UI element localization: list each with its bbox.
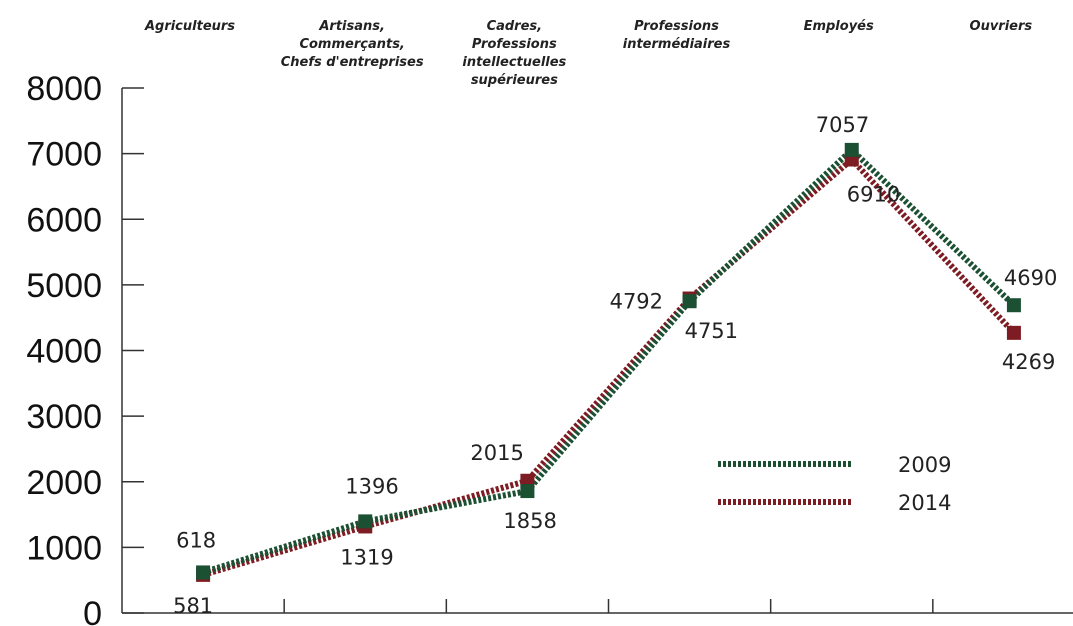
data-label-2014: 581	[173, 594, 213, 618]
y-tick-label: 0	[83, 595, 102, 626]
category-label-line: Chefs d'entreprises	[281, 55, 424, 70]
data-point-2009	[1006, 298, 1021, 313]
data-label-2014: 4792	[610, 290, 663, 314]
y-tick-label: 5000	[26, 267, 102, 305]
y-tick-label: 6000	[26, 201, 102, 239]
data-label-2014: 6910	[847, 183, 900, 207]
category-label: Cadres, Professions intellectuelles supérie…	[462, 19, 566, 88]
y-tick-label: 2000	[26, 464, 102, 502]
data-point-2009	[844, 142, 859, 157]
data-label-2009: 1858	[503, 509, 556, 533]
category-label-line: intermédiaires	[623, 37, 731, 52]
category-label-line: Professions	[634, 19, 719, 34]
data-point-2009	[682, 294, 697, 309]
data-point-2009	[196, 565, 211, 580]
y-tick-label: 8000	[26, 70, 102, 108]
category-label-line: Employés	[804, 19, 874, 34]
y-tick-label: 1000	[26, 529, 102, 567]
category-label-line: Agriculteurs	[144, 19, 235, 34]
category-label-line: supérieures	[471, 73, 558, 88]
category-label-line: Ouvriers	[970, 19, 1033, 34]
data-label-2009: 4751	[685, 319, 738, 343]
category-label: Artisans, Commerçants, Chefs d'entreprises	[281, 19, 424, 70]
data-label-2014: 1319	[340, 545, 393, 569]
category-label: Professions intermédiaires	[623, 19, 731, 52]
category-label-line: intellectuelles	[462, 55, 566, 70]
category-label-line: Cadres,	[487, 19, 543, 34]
category-label: Employés	[804, 19, 874, 34]
data-point-2014	[1006, 325, 1021, 340]
legend-label-2009: 2009	[898, 453, 951, 477]
data-label-2014: 4269	[1002, 350, 1055, 374]
data-label-2009: 618	[176, 528, 216, 552]
category-label: Agriculteurs	[144, 19, 235, 34]
data-point-2009	[358, 514, 373, 529]
data-label-2014: 2015	[470, 441, 523, 465]
category-label: Ouvriers	[970, 19, 1033, 34]
data-label-2009: 1396	[345, 474, 398, 498]
y-tick-label: 3000	[26, 398, 102, 436]
category-label-line: Professions	[472, 37, 557, 52]
category-label-line: Commerçants,	[299, 37, 404, 52]
data-point-2009	[520, 484, 535, 499]
series-line-2014	[202, 155, 1017, 578]
legend-label-2014: 2014	[898, 491, 951, 515]
category-label-line: Artisans,	[318, 19, 385, 34]
y-tick-label: 4000	[26, 333, 102, 371]
y-tick-label: 7000	[26, 136, 102, 174]
data-label-2009: 7057	[816, 113, 869, 137]
series-line-2009	[202, 145, 1016, 576]
data-label-2009: 4690	[1004, 266, 1057, 290]
